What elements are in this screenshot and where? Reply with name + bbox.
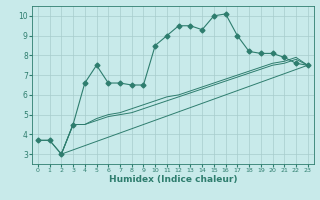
X-axis label: Humidex (Indice chaleur): Humidex (Indice chaleur) bbox=[108, 175, 237, 184]
